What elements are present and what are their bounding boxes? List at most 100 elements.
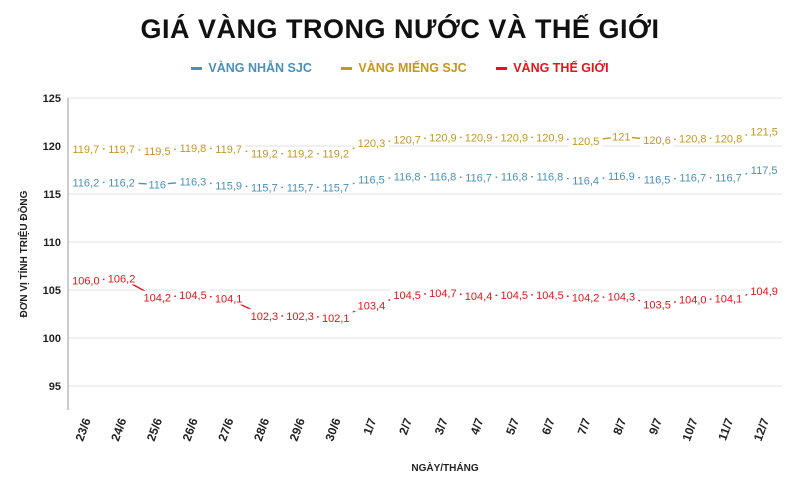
x-tick-label: 3/7 bbox=[432, 416, 451, 437]
y-tick-label: 105 bbox=[43, 285, 61, 297]
data-label-bg bbox=[497, 130, 532, 144]
data-label-bg bbox=[568, 290, 603, 304]
data-label-bg bbox=[211, 141, 246, 155]
x-tick-label: 29/6 bbox=[287, 416, 308, 443]
data-label: 116,9 bbox=[608, 171, 635, 183]
x-tick-label: 28/6 bbox=[251, 416, 272, 443]
x-tick-label: 10/7 bbox=[679, 416, 700, 443]
data-label: 104,5 bbox=[179, 290, 207, 302]
data-label-bg bbox=[640, 172, 675, 186]
data-label: 116,5 bbox=[358, 175, 385, 187]
data-label-bg bbox=[68, 273, 103, 287]
data-label-bg bbox=[140, 143, 175, 157]
x-tick-label: 24/6 bbox=[108, 416, 129, 443]
data-label: 102,1 bbox=[322, 313, 350, 325]
data-label: 116,8 bbox=[429, 172, 456, 184]
x-tick-label: 23/6 bbox=[73, 416, 94, 443]
data-label: 121 bbox=[612, 131, 630, 143]
data-label: 115,7 bbox=[287, 182, 314, 194]
data-label-bg bbox=[461, 130, 496, 144]
legend-item-world: VÀNG THẾ GIỚI bbox=[496, 61, 609, 75]
data-label-bg bbox=[461, 288, 496, 302]
data-label: 104,2 bbox=[572, 293, 600, 305]
legend-label-world: VÀNG THẾ GIỚI bbox=[513, 61, 609, 75]
data-label-bg bbox=[532, 169, 567, 183]
data-label: 120,9 bbox=[429, 132, 457, 144]
data-label-bg bbox=[610, 129, 632, 143]
data-label: 115,7 bbox=[322, 182, 349, 194]
y-tick-label: 110 bbox=[43, 237, 61, 249]
data-label: 104,5 bbox=[393, 290, 421, 302]
data-label: 104,0 bbox=[679, 295, 707, 307]
data-label: 121,5 bbox=[750, 127, 778, 139]
data-label: 106,0 bbox=[72, 275, 100, 287]
data-label: 116,8 bbox=[537, 172, 564, 184]
data-label: 120,5 bbox=[572, 136, 600, 148]
data-label: 104,1 bbox=[215, 294, 243, 306]
data-label: 116,5 bbox=[644, 175, 671, 187]
data-label-bg bbox=[425, 285, 460, 299]
legend-swatch-bar bbox=[341, 67, 353, 71]
data-label-bg bbox=[390, 169, 425, 183]
data-label-bg bbox=[354, 298, 389, 312]
data-label: 120,9 bbox=[500, 132, 528, 144]
data-label-bg bbox=[354, 172, 389, 186]
data-label: 117,5 bbox=[751, 165, 778, 177]
data-label-bg bbox=[318, 180, 353, 194]
data-label: 104,9 bbox=[750, 286, 778, 298]
data-label-bg bbox=[104, 271, 139, 285]
data-label-bg bbox=[604, 289, 639, 303]
data-label-bg bbox=[711, 170, 746, 184]
data-label-bg bbox=[175, 174, 210, 188]
data-label-bg bbox=[390, 287, 425, 301]
data-label: 120,8 bbox=[679, 133, 707, 145]
data-label-bg bbox=[318, 310, 353, 324]
data-label: 116,8 bbox=[501, 172, 528, 184]
data-label: 104,5 bbox=[500, 290, 528, 302]
data-label-bg bbox=[747, 124, 782, 138]
x-tick-label: 4/7 bbox=[468, 416, 487, 437]
data-label-bg bbox=[675, 292, 710, 306]
data-label-bg bbox=[211, 178, 246, 192]
data-label-bg bbox=[211, 291, 246, 305]
data-label-bg bbox=[532, 130, 567, 144]
data-label: 116,2 bbox=[108, 177, 135, 189]
data-label: 120,8 bbox=[715, 133, 743, 145]
x-tick-label: 1/7 bbox=[360, 416, 379, 437]
data-label: 119,2 bbox=[322, 149, 349, 161]
x-tick-label: 25/6 bbox=[144, 416, 165, 443]
data-label: 115,9 bbox=[215, 180, 242, 192]
data-label: 104,5 bbox=[536, 290, 564, 302]
data-label-bg bbox=[425, 169, 460, 183]
data-label: 120,6 bbox=[643, 135, 671, 147]
legend-swatch-world bbox=[496, 67, 508, 71]
legend-item-bar: VÀNG MIẾNG SJC bbox=[341, 61, 467, 75]
data-label: 116,2 bbox=[72, 177, 99, 189]
data-label-bg bbox=[354, 136, 389, 150]
data-label-bg bbox=[68, 141, 103, 155]
x-axis-title: NGÀY/THÁNG bbox=[411, 461, 478, 474]
data-label: 103,5 bbox=[643, 299, 671, 311]
data-label: 116,7 bbox=[715, 173, 742, 185]
data-label-bg bbox=[247, 308, 282, 322]
data-label: 102,3 bbox=[286, 311, 314, 323]
data-label-bg bbox=[675, 131, 710, 145]
data-label-bg bbox=[140, 290, 175, 304]
data-label-bg bbox=[747, 163, 782, 176]
x-tick-label: 11/7 bbox=[715, 416, 736, 442]
data-label-bg bbox=[604, 168, 639, 182]
data-label: 116,4 bbox=[572, 176, 599, 188]
data-label: 116,7 bbox=[465, 173, 492, 185]
data-label: 119,5 bbox=[144, 146, 171, 158]
data-label-bg bbox=[568, 134, 603, 148]
data-label: 104,2 bbox=[143, 293, 171, 305]
chart-title: GIÁ VÀNG TRONG NƯỚC VÀ THẾ GIỚI bbox=[140, 14, 660, 44]
data-label-bg bbox=[497, 287, 532, 301]
data-label-bg bbox=[104, 141, 139, 155]
data-label-bg bbox=[283, 146, 318, 160]
data-label-bg bbox=[640, 297, 675, 311]
x-tick-label: 9/7 bbox=[646, 416, 665, 437]
data-label: 104,1 bbox=[715, 294, 743, 306]
data-label: 103,4 bbox=[358, 300, 386, 312]
data-label: 119,2 bbox=[287, 149, 314, 161]
